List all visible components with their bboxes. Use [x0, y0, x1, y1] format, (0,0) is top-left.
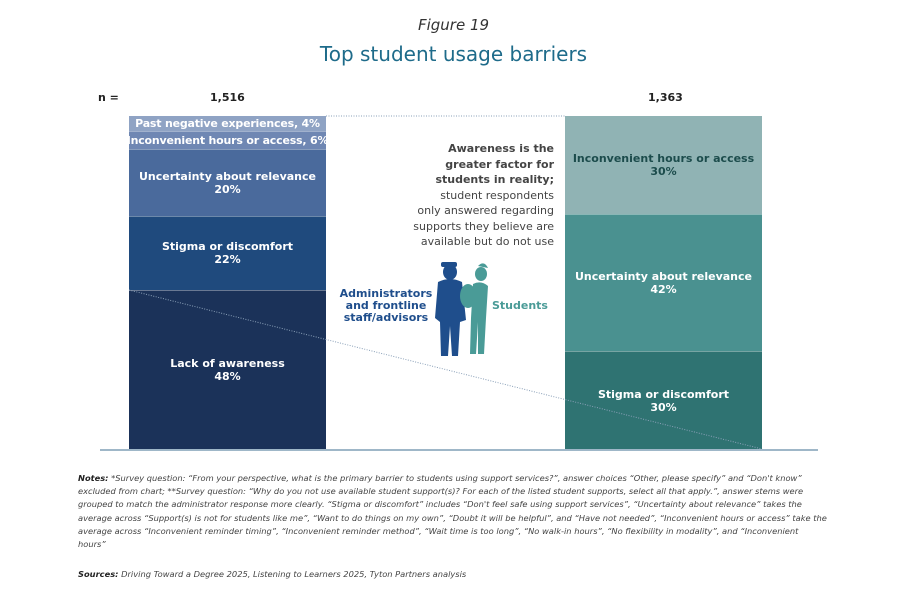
seg-label: Uncertainty about relevance [138, 169, 316, 183]
seg-value: 20% [214, 182, 241, 196]
divider [565, 214, 762, 215]
annot-line-6: supports they believe are [413, 219, 554, 233]
divider [129, 216, 326, 217]
divider [129, 290, 326, 291]
seg-label: Stigma or discomfort [161, 240, 294, 253]
seg-label: Inconvenient hours or access [572, 152, 755, 165]
divider [129, 149, 326, 150]
figure-label: Figure 19 [417, 16, 490, 34]
student-n-label: 1,363 [648, 91, 683, 104]
n-prefix: n = [98, 91, 119, 104]
annot-line-7: available but do not use [420, 235, 554, 248]
student-person-icon [460, 263, 488, 354]
seg-value: 22% [214, 253, 241, 266]
annot-bold-2: greater factor for [445, 157, 554, 171]
divider [129, 131, 326, 132]
admin-seg-stigma: Stigma or discomfort 22% [129, 216, 326, 290]
seg-label: Uncertainty about relevance [574, 269, 752, 283]
seg-label: Inconvenient hours or access, 6% [126, 133, 329, 147]
student-seg-uncertainty: Uncertainty about relevance 42% [565, 214, 762, 351]
seg-value: 48% [214, 370, 241, 383]
admin-label-1: Administrators [339, 287, 433, 300]
admin-bar: Past negative experiences, 4% Inconvenie… [126, 116, 329, 450]
annot-line-4: student respondents [440, 188, 554, 202]
annot-line-5: only answered regarding [417, 204, 554, 217]
student-seg-stigma: Stigma or discomfort 30% [565, 351, 762, 450]
seg-label: Stigma or discomfort [597, 387, 730, 401]
admin-label-3: staff/advisors [343, 311, 429, 324]
notes-text: *Survey question: “From your perspective… [78, 473, 827, 550]
admin-seg-inconvenient: Inconvenient hours or access, 6% [126, 131, 329, 149]
seg-label: Lack of awareness [170, 357, 285, 370]
seg-value: 30% [650, 165, 677, 178]
sources-label: Sources: [78, 569, 119, 579]
sources-text: Driving Toward a Degree 2025, Listening … [118, 569, 467, 579]
administrator-person-icon [435, 262, 466, 356]
admin-seg-uncertainty: Uncertainty about relevance 20% [129, 149, 326, 216]
admin-label-2: and frontline [345, 299, 427, 312]
legend-administrators: Administrators and frontline staff/advis… [336, 288, 436, 324]
divider [565, 351, 762, 352]
seg-label: Past negative experiences, 4% [135, 117, 320, 130]
annot-bold-1: Awareness is the [448, 142, 554, 155]
annot-bold-3: students in reality; [435, 173, 554, 186]
seg-value: 42% [650, 282, 677, 296]
admin-seg-past-negative: Past negative experiences, 4% [129, 116, 326, 131]
seg-value: 30% [650, 400, 677, 414]
sources: Sources: Driving Toward a Degree 2025, L… [78, 569, 466, 579]
student-bar: Inconvenient hours or access 30% Uncerta… [565, 116, 762, 450]
notes-label: Notes: [78, 473, 109, 483]
student-seg-inconvenient: Inconvenient hours or access 30% [565, 116, 762, 214]
annotation-text: Awareness is the greater factor for stud… [384, 141, 554, 250]
admin-seg-lack-awareness: Lack of awareness 48% [129, 290, 326, 450]
admin-n-label: 1,516 [210, 91, 245, 104]
legend-students: Students [492, 299, 548, 312]
chart-title: Top student usage barriers [319, 42, 588, 66]
notes: Notes: *Survey question: “From your pers… [78, 472, 828, 551]
x-axis-baseline [100, 449, 818, 451]
